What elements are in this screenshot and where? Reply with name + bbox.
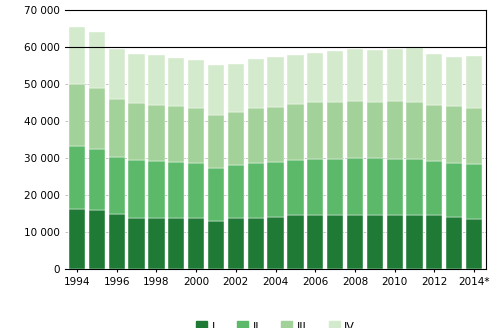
Bar	[466, 164, 482, 219]
Bar	[426, 105, 442, 161]
Bar	[367, 50, 383, 102]
Bar	[347, 49, 363, 101]
Bar	[327, 102, 343, 159]
Bar	[208, 115, 224, 168]
Bar	[446, 163, 462, 217]
Bar	[188, 60, 204, 108]
Bar	[446, 57, 462, 107]
Bar	[148, 55, 165, 105]
Bar	[208, 65, 224, 115]
Bar	[386, 49, 403, 101]
Bar	[466, 108, 482, 164]
Bar	[347, 215, 363, 269]
Bar	[406, 159, 423, 215]
Bar	[228, 218, 244, 269]
Bar	[446, 217, 462, 269]
Bar	[307, 215, 323, 269]
Bar	[287, 215, 304, 269]
Bar	[109, 49, 125, 99]
Bar	[109, 99, 125, 157]
Bar	[268, 57, 284, 107]
Bar	[168, 58, 184, 106]
Bar	[386, 159, 403, 215]
Bar	[347, 101, 363, 158]
Bar	[168, 218, 184, 269]
Bar	[347, 158, 363, 215]
Bar	[287, 160, 304, 215]
Bar	[168, 162, 184, 218]
Bar	[247, 59, 264, 108]
Bar	[268, 162, 284, 217]
Bar	[446, 107, 462, 163]
Bar	[367, 102, 383, 158]
Bar	[69, 84, 85, 146]
Bar	[128, 53, 145, 103]
Bar	[208, 221, 224, 269]
Bar	[128, 217, 145, 269]
Bar	[109, 214, 125, 269]
Bar	[327, 159, 343, 215]
Bar	[168, 106, 184, 162]
Bar	[247, 163, 264, 217]
Bar	[228, 165, 244, 218]
Bar	[426, 215, 442, 269]
Bar	[188, 218, 204, 269]
Bar	[208, 168, 224, 221]
Bar	[247, 217, 264, 269]
Bar	[89, 88, 105, 149]
Bar	[406, 215, 423, 269]
Bar	[307, 159, 323, 215]
Bar	[188, 108, 204, 163]
Bar	[466, 56, 482, 108]
Bar	[148, 217, 165, 269]
Bar	[228, 113, 244, 165]
Bar	[426, 161, 442, 215]
Bar	[327, 215, 343, 269]
Bar	[367, 215, 383, 269]
Bar	[89, 210, 105, 269]
Bar	[367, 158, 383, 215]
Bar	[128, 103, 145, 160]
Bar	[466, 219, 482, 269]
Bar	[148, 105, 165, 161]
Bar	[406, 102, 423, 159]
Bar	[406, 48, 423, 102]
Bar	[109, 157, 125, 214]
Bar	[228, 64, 244, 113]
Bar	[69, 209, 85, 269]
Bar	[69, 146, 85, 209]
Bar	[89, 149, 105, 210]
Bar	[188, 163, 204, 218]
Bar	[287, 104, 304, 160]
Bar	[307, 53, 323, 102]
Bar	[386, 215, 403, 269]
Bar	[69, 27, 85, 84]
Legend: I, II, III, IV: I, II, III, IV	[191, 317, 360, 328]
Bar	[287, 55, 304, 104]
Bar	[89, 32, 105, 88]
Bar	[327, 51, 343, 102]
Bar	[386, 101, 403, 159]
Bar	[426, 53, 442, 105]
Bar	[128, 160, 145, 217]
Bar	[148, 161, 165, 217]
Bar	[268, 217, 284, 269]
Bar	[268, 107, 284, 162]
Bar	[247, 108, 264, 163]
Bar	[307, 102, 323, 159]
